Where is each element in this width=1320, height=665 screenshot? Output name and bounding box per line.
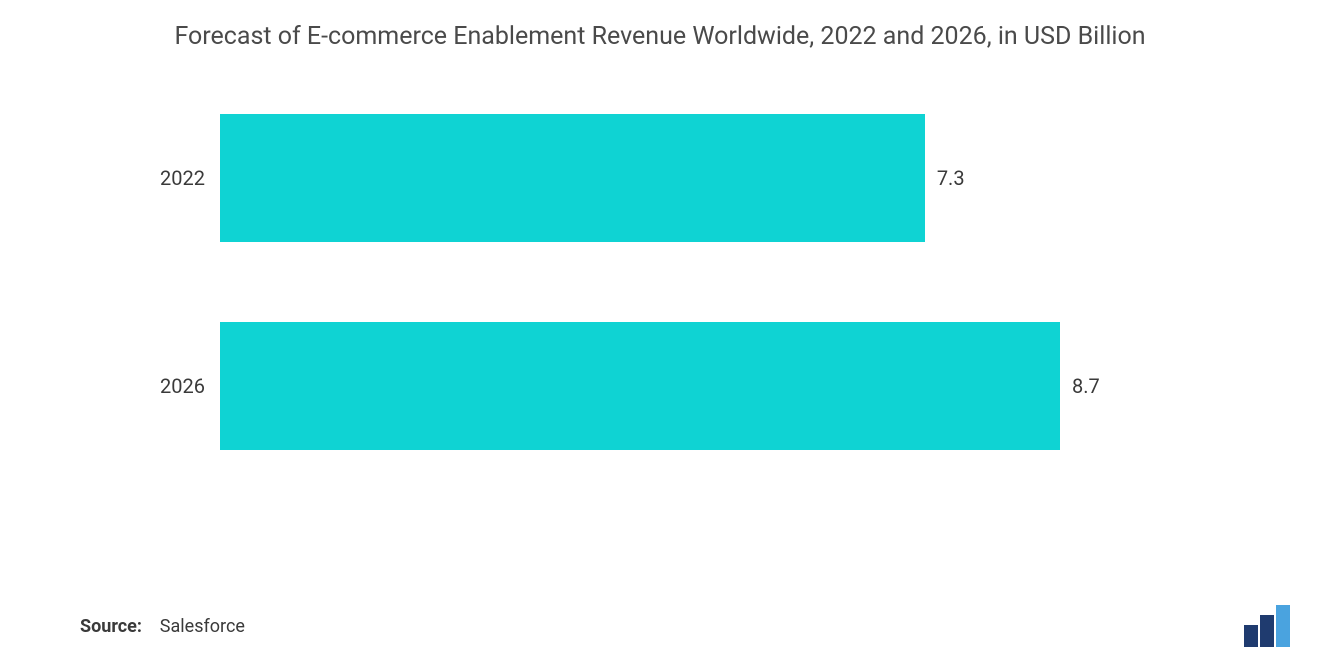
bar-category-label: 2022 [160, 166, 220, 190]
bars-area: 20227.320268.7 [40, 114, 1280, 450]
bar-category-label: 2026 [160, 374, 220, 398]
bar-value-label: 7.3 [925, 166, 965, 190]
source-label: Source: [80, 616, 142, 637]
source-value: Salesforce [160, 616, 245, 637]
logo-bar-1 [1244, 625, 1258, 647]
logo-bar-3 [1276, 605, 1290, 647]
bar-track: 7.3 [220, 114, 1060, 242]
logo-bar-2 [1260, 615, 1274, 647]
bar-track: 8.7 [220, 322, 1060, 450]
mordor-logo-icon [1244, 605, 1290, 647]
chart-container: Forecast of E-commerce Enablement Revenu… [0, 0, 1320, 665]
bar-row: 20268.7 [160, 322, 1060, 450]
bar-fill: 7.3 [220, 114, 925, 242]
source-line: Source: Salesforce [80, 616, 245, 637]
chart-title: Forecast of E-commerce Enablement Revenu… [135, 20, 1185, 54]
bar-value-label: 8.7 [1060, 374, 1100, 398]
bar-fill: 8.7 [220, 322, 1060, 450]
bar-row: 20227.3 [160, 114, 1060, 242]
